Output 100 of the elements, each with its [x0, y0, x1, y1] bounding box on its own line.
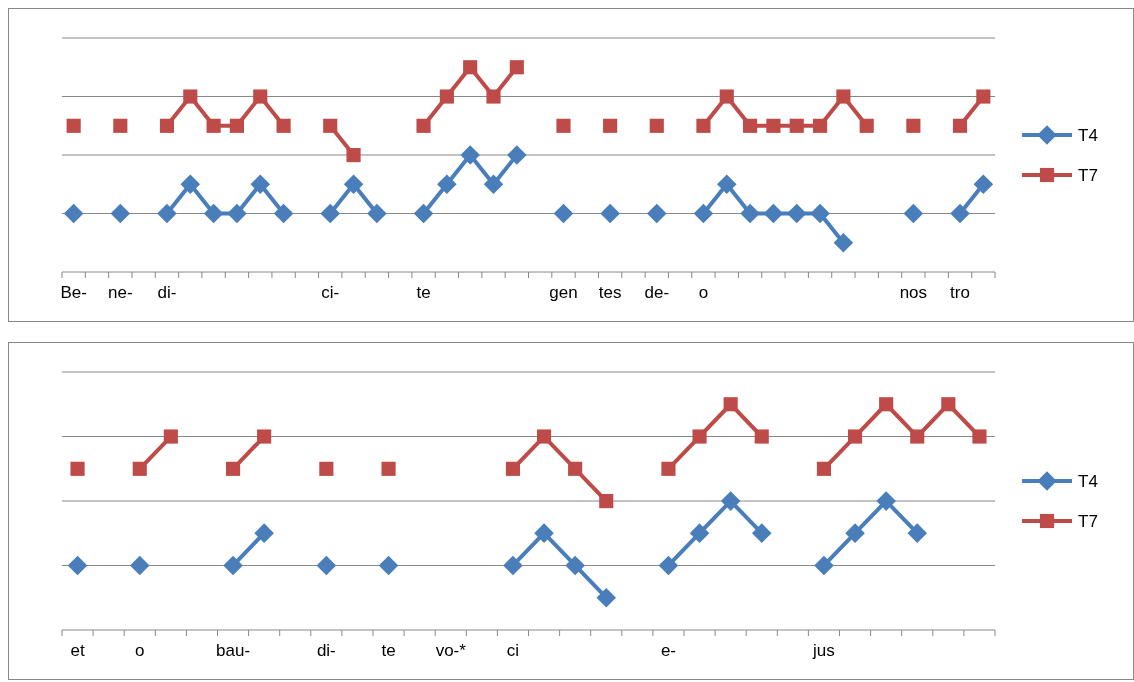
point	[416, 118, 431, 133]
point	[847, 429, 863, 444]
point	[320, 203, 341, 224]
point	[876, 491, 896, 511]
point	[180, 174, 201, 194]
point	[319, 461, 334, 476]
point	[110, 203, 131, 224]
x-tick-label: vo-*	[435, 641, 467, 660]
x-tick-label: de-	[644, 283, 670, 302]
x-tick-label: jus	[812, 641, 835, 660]
point	[976, 89, 991, 104]
x-tick-label: di-	[157, 283, 177, 302]
point	[719, 89, 734, 104]
point	[816, 461, 832, 476]
point	[693, 203, 714, 224]
point	[460, 145, 480, 165]
point	[276, 118, 291, 133]
point	[696, 118, 711, 133]
point	[70, 461, 85, 476]
point	[950, 203, 970, 224]
x-tick-label: te	[416, 283, 431, 302]
point	[810, 203, 830, 224]
x-tick-label: o	[135, 641, 145, 660]
point	[343, 174, 364, 194]
point	[113, 118, 128, 133]
point	[486, 89, 501, 104]
point	[483, 174, 504, 194]
point	[565, 555, 585, 576]
x-tick-label: ci-	[321, 283, 340, 302]
point	[596, 587, 617, 608]
point	[206, 118, 221, 133]
point	[534, 523, 554, 543]
point	[754, 429, 769, 444]
point	[763, 203, 784, 224]
x-tick-label: tes	[598, 283, 622, 302]
x-tick-label: nos	[899, 283, 928, 302]
point	[603, 118, 618, 133]
point	[568, 461, 583, 476]
x-tick-label: e-	[660, 641, 677, 660]
point	[661, 461, 676, 476]
x-tick-label: te	[381, 641, 396, 660]
point	[845, 523, 865, 543]
point	[67, 555, 88, 576]
point	[253, 89, 268, 104]
point	[316, 555, 337, 576]
point	[367, 203, 387, 224]
point	[658, 555, 679, 576]
point	[786, 203, 807, 224]
point	[716, 174, 737, 194]
point	[183, 89, 198, 104]
point	[833, 232, 854, 253]
point	[906, 118, 921, 133]
x-tick-label: et	[70, 641, 85, 660]
point	[273, 203, 294, 224]
point	[223, 555, 243, 576]
point	[507, 145, 527, 165]
legend-label: T4	[1078, 126, 1098, 145]
legend-label: T7	[1078, 512, 1098, 531]
point	[766, 118, 781, 133]
point	[649, 118, 664, 133]
point	[437, 174, 457, 194]
point	[692, 429, 707, 444]
point	[227, 203, 247, 224]
point	[203, 203, 224, 224]
point	[536, 429, 552, 444]
point	[463, 60, 478, 75]
point	[973, 174, 994, 194]
point	[789, 118, 804, 133]
point	[814, 555, 834, 576]
point	[743, 118, 758, 133]
point	[225, 461, 241, 476]
point	[66, 118, 81, 133]
x-tick-label: bau-	[216, 641, 251, 660]
legend-label: T7	[1078, 166, 1098, 185]
point	[159, 118, 175, 133]
point	[439, 89, 454, 104]
point	[910, 429, 925, 444]
point	[157, 203, 177, 224]
point	[740, 203, 760, 224]
point	[907, 523, 928, 543]
point	[859, 118, 874, 133]
point	[689, 523, 710, 543]
point	[505, 461, 521, 476]
point	[129, 555, 150, 576]
point	[63, 203, 84, 224]
point	[952, 118, 968, 133]
x-tick-label: gen	[549, 283, 578, 302]
point	[812, 118, 828, 133]
point	[323, 118, 338, 133]
point	[254, 523, 274, 543]
point	[163, 429, 178, 444]
point	[556, 118, 571, 133]
point	[378, 555, 399, 576]
point	[903, 203, 924, 224]
x-tick-label: tro	[950, 283, 970, 302]
point	[509, 60, 524, 75]
point	[941, 397, 956, 412]
point	[600, 203, 620, 224]
x-tick-label: di-	[316, 641, 336, 660]
point	[836, 89, 851, 104]
